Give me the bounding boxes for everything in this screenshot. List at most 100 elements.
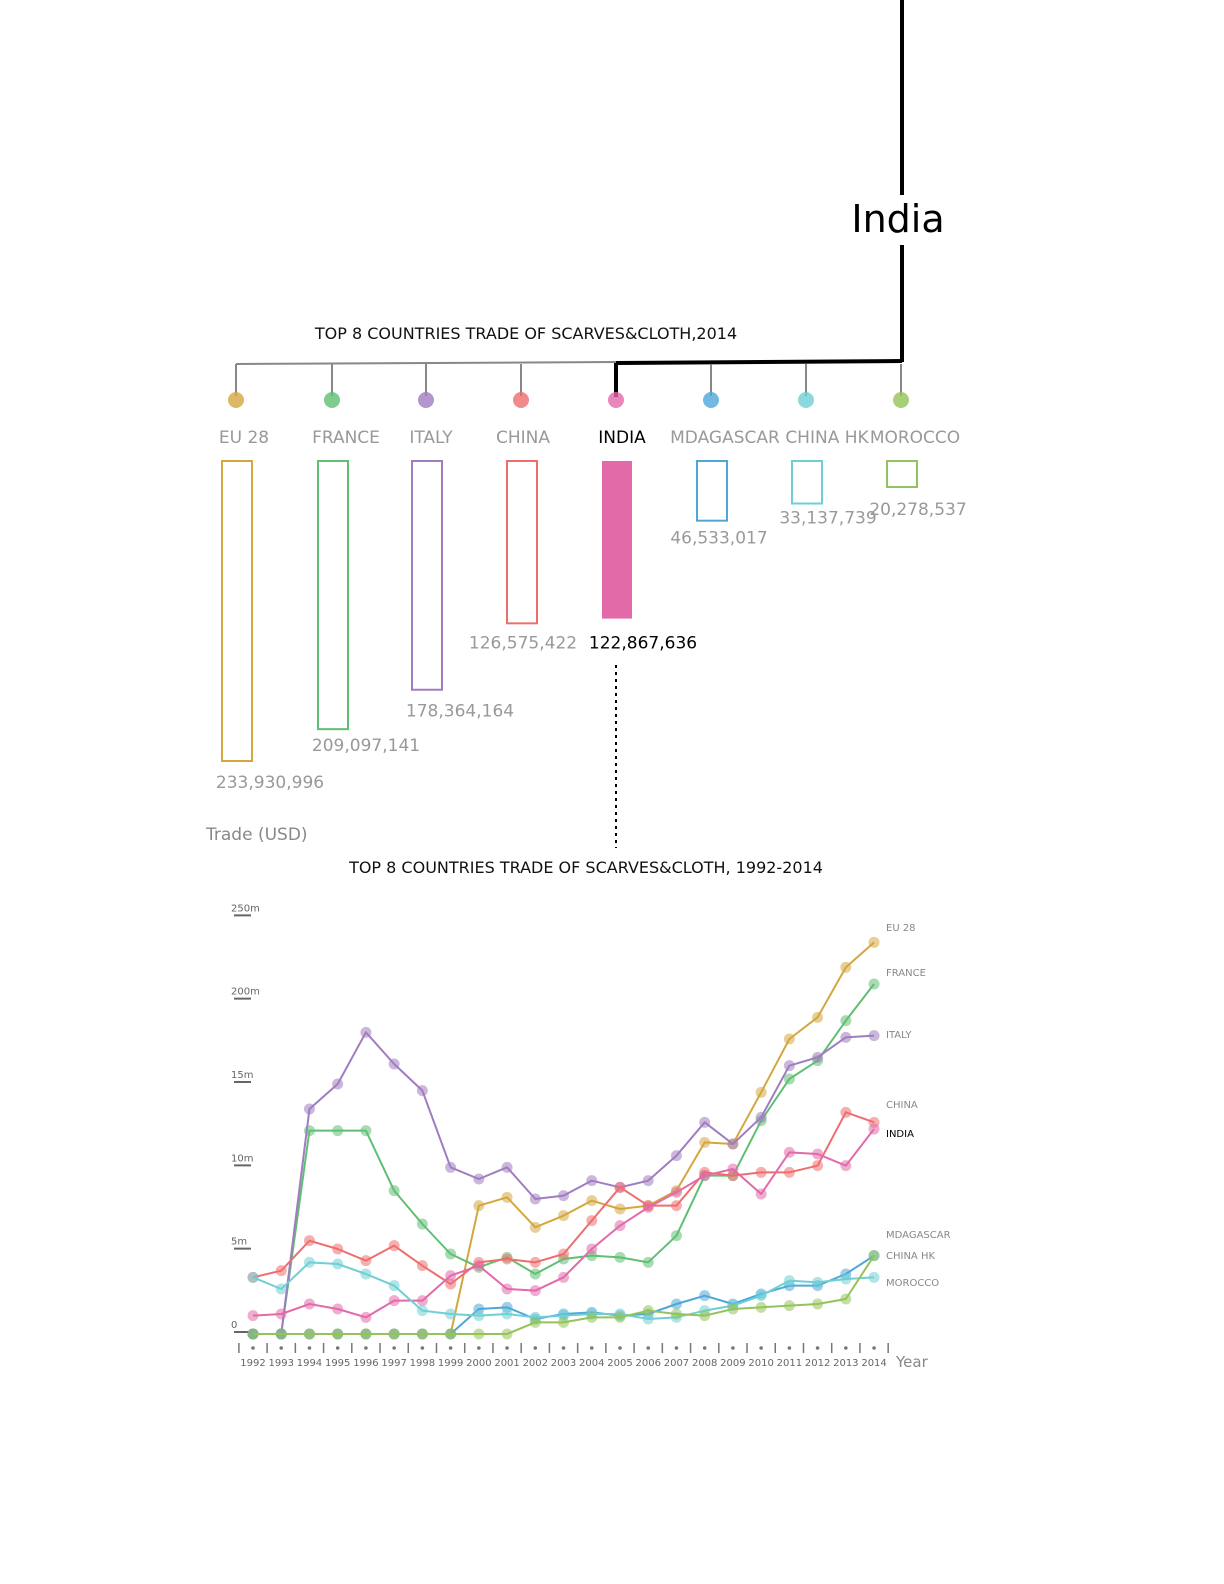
- point-china-2005: [614, 1181, 626, 1193]
- point-italy-2010: [755, 1111, 767, 1123]
- node-dot-eu-28: [228, 392, 244, 408]
- point-morocco-2000: [473, 1328, 485, 1340]
- point-morocco-2012: [812, 1298, 824, 1310]
- x-tick-label-1993: 1993: [269, 1358, 294, 1369]
- line-chart-title: TOP 8 COUNTRIES TRADE OF SCARVES&CLOTH, …: [348, 858, 823, 877]
- branch-line-thin: [235, 361, 617, 365]
- x-tick-label-2005: 2005: [607, 1358, 632, 1369]
- point-china-hk-2011: [783, 1275, 795, 1287]
- x-tick-label-2003: 2003: [551, 1358, 576, 1369]
- point-india-2010: [755, 1188, 767, 1200]
- node-dot-france: [324, 392, 340, 408]
- point-eu-28-2004: [586, 1195, 598, 1207]
- country-label-india: INDIA: [598, 428, 646, 448]
- point-china-hk-1998: [416, 1305, 428, 1317]
- tree-connector: [235, 0, 904, 397]
- point-morocco-1998: [416, 1328, 428, 1340]
- point-china-2011: [783, 1166, 795, 1178]
- country-label-eu-28: EU 28: [219, 428, 269, 448]
- x-dot-2005: [618, 1346, 622, 1350]
- point-india-1999: [445, 1270, 457, 1282]
- point-india-1992: [247, 1310, 259, 1322]
- point-eu-28-2011: [783, 1033, 795, 1045]
- bar-france: [317, 460, 349, 731]
- country-label-italy: ITALY: [409, 428, 453, 448]
- point-india-1995: [332, 1303, 344, 1315]
- point-morocco-1999: [445, 1328, 457, 1340]
- point-india-2012: [812, 1148, 824, 1160]
- point-italy-1996: [360, 1026, 372, 1038]
- point-france-1998: [416, 1218, 428, 1230]
- x-dot-2008: [702, 1346, 707, 1350]
- point-france-1997: [388, 1185, 400, 1197]
- point-italy-2007: [670, 1150, 682, 1162]
- point-morocco-1996: [360, 1328, 372, 1340]
- point-morocco-2008: [699, 1310, 711, 1322]
- point-india-2014: [868, 1123, 880, 1135]
- point-china-hk-1992: [247, 1271, 259, 1283]
- end-label-france: FRANCE: [886, 968, 926, 979]
- point-china-2007: [670, 1200, 682, 1212]
- point-india-1998: [416, 1295, 428, 1307]
- x-dot-1993: [279, 1346, 284, 1350]
- x-dot-1994: [307, 1346, 312, 1350]
- x-dot-1996: [364, 1346, 368, 1350]
- point-india-1997: [388, 1295, 400, 1307]
- x-tick-label-2014: 2014: [861, 1358, 886, 1369]
- point-italy-2011: [783, 1060, 795, 1072]
- point-morocco-1992: [247, 1328, 259, 1340]
- x-dot-1997: [392, 1346, 396, 1350]
- point-china-1998: [416, 1260, 428, 1272]
- x-tick-label-1998: 1998: [410, 1358, 435, 1369]
- point-china-2003: [558, 1248, 570, 1260]
- end-label-eu-28: EU 28: [886, 923, 916, 934]
- y-tick-label-250m: 250m: [231, 903, 260, 914]
- point-eu-28-2002: [529, 1221, 541, 1233]
- x-dot-2012: [815, 1346, 820, 1350]
- x-dot-1992: [251, 1346, 255, 1350]
- end-label-india: INDIA: [886, 1129, 914, 1140]
- end-label-china: CHINA: [886, 1100, 918, 1111]
- point-france-2011: [783, 1073, 795, 1085]
- end-label-china-hk: CHINA HK: [886, 1251, 935, 1262]
- point-france-2007: [670, 1230, 682, 1242]
- point-italy-1998: [416, 1085, 428, 1097]
- x-tick-label-2004: 2004: [579, 1358, 604, 1369]
- point-india-2002: [529, 1285, 541, 1297]
- point-italy-2012: [812, 1051, 824, 1063]
- x-tick-label-2006: 2006: [635, 1358, 660, 1369]
- country-label-china-hk: CHINA HK: [785, 428, 869, 448]
- point-italy-1994: [303, 1103, 315, 1115]
- point-india-2005: [614, 1220, 626, 1232]
- x-tick-label-1992: 1992: [240, 1358, 265, 1369]
- node-dot-india: [608, 392, 624, 408]
- point-italy-2003: [558, 1190, 570, 1202]
- point-india-2009: [727, 1163, 739, 1175]
- node-dot-morocco: [893, 392, 909, 408]
- point-eu-28-2013: [840, 961, 852, 973]
- y-tick-label-200m: 200m: [231, 987, 260, 998]
- point-italy-2006: [642, 1175, 654, 1187]
- point-china-hk-1994: [303, 1256, 315, 1268]
- x-tick-label-1997: 1997: [381, 1358, 406, 1369]
- point-india-2003: [558, 1271, 570, 1283]
- x-dot-1995: [335, 1346, 340, 1350]
- point-italy-2000: [473, 1173, 485, 1185]
- end-label-italy: ITALY: [886, 1030, 912, 1041]
- point-china-1994: [303, 1235, 315, 1247]
- point-morocco-1994: [303, 1328, 315, 1340]
- point-morocco-2011: [783, 1300, 795, 1312]
- x-dot-2006: [646, 1346, 651, 1350]
- point-india-1994: [303, 1298, 315, 1310]
- point-china-hk-2014: [868, 1271, 880, 1283]
- point-china-hk-1999: [445, 1308, 457, 1320]
- point-china-hk-2012: [812, 1276, 824, 1288]
- point-morocco-2006: [642, 1305, 654, 1317]
- y-tick-label-10m: 10m: [231, 1153, 253, 1164]
- point-china-hk-2013: [840, 1273, 852, 1285]
- point-china-hk-2010: [755, 1290, 767, 1302]
- x-dot-2014: [872, 1346, 876, 1350]
- node-dot-china: [513, 392, 529, 408]
- point-france-2002: [529, 1268, 541, 1280]
- x-tick-label-1996: 1996: [353, 1358, 378, 1369]
